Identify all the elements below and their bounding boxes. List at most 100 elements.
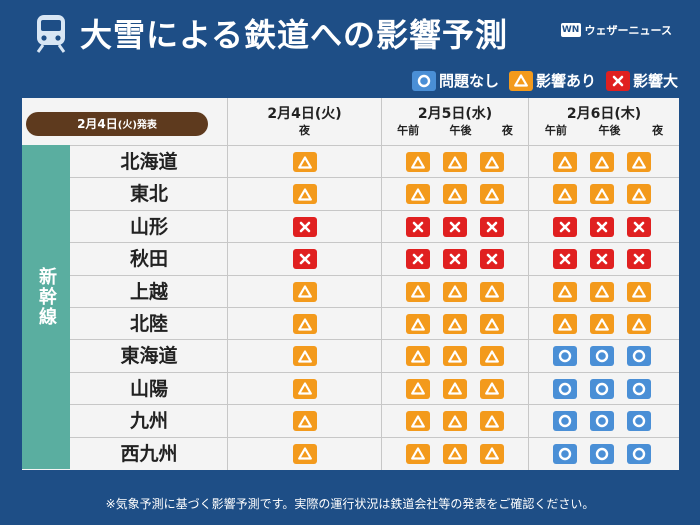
triangle-icon	[406, 314, 430, 334]
triangle-icon	[553, 184, 577, 205]
triangle-icon	[508, 70, 533, 91]
triangle-icon	[627, 314, 651, 334]
forecast-cell	[547, 373, 583, 405]
cross-icon	[293, 249, 317, 270]
cross-icon	[406, 249, 430, 270]
circle-icon	[590, 443, 614, 464]
table-row: 東海道	[70, 339, 679, 371]
forecast-cell	[437, 340, 473, 372]
triangle-icon	[590, 152, 614, 172]
forecast-cell	[621, 146, 657, 178]
triangle-icon	[293, 281, 317, 302]
forecast-cell	[621, 308, 657, 340]
triangle-icon	[293, 152, 317, 172]
circle-icon	[627, 443, 651, 464]
table-row: 上越	[70, 274, 679, 308]
triangle-icon	[443, 346, 467, 367]
circle-icon	[590, 346, 614, 367]
period-label: 午後	[449, 124, 472, 137]
forecast-cell	[400, 211, 436, 243]
cross-icon	[605, 70, 630, 91]
period-label: 午前	[397, 124, 420, 137]
triangle-icon	[553, 152, 577, 172]
line-name: 秋田	[129, 248, 168, 271]
forecast-cell	[287, 211, 323, 243]
forecast-cell	[547, 276, 583, 308]
legend-item-some: 影響あり	[508, 70, 596, 91]
forecast-cell	[547, 243, 583, 275]
forecast-cell	[400, 373, 436, 405]
forecast-cell	[584, 373, 620, 405]
column-header: 2月4日(火) 夜	[228, 100, 381, 142]
cross-icon	[590, 249, 614, 270]
table-row: 東北	[70, 177, 679, 209]
period-label: 午前	[544, 124, 567, 137]
forecast-cell	[547, 308, 583, 340]
forecast-cell	[621, 373, 657, 405]
forecast-cell	[287, 438, 323, 470]
forecast-cell	[474, 373, 510, 405]
forecast-cell	[400, 146, 436, 178]
forecast-cell	[474, 276, 510, 308]
page-title: 大雪による鉄道への影響予測	[80, 16, 509, 54]
forecast-cell	[474, 340, 510, 372]
column-divider	[227, 98, 228, 470]
table-row: 山形	[70, 209, 679, 243]
cross-icon	[480, 249, 504, 270]
forecast-cell	[621, 211, 657, 243]
forecast-cell	[437, 308, 473, 340]
period-label: 夜	[652, 124, 664, 137]
forecast-cell	[287, 340, 323, 372]
side-band	[22, 145, 70, 469]
table-row: 秋田	[70, 242, 679, 274]
forecast-cell	[400, 340, 436, 372]
line-name: 九州	[129, 410, 168, 433]
issue-date-badge: 2月4日(火)発表	[26, 112, 208, 136]
legend-item-big: 影響大	[605, 70, 678, 91]
forecast-cell	[474, 438, 510, 470]
triangle-icon	[406, 346, 430, 367]
forecast-cell	[584, 243, 620, 275]
table-row: 西九州	[70, 436, 679, 470]
forecast-cell	[287, 308, 323, 340]
forecast-cell	[400, 276, 436, 308]
forecast-cell	[584, 146, 620, 178]
circle-icon	[553, 346, 577, 367]
cross-icon	[627, 216, 651, 237]
line-name: 西九州	[120, 442, 178, 465]
triangle-icon	[480, 346, 504, 367]
forecast-cell	[547, 211, 583, 243]
forecast-cell	[287, 405, 323, 437]
triangle-icon	[590, 314, 614, 334]
forecast-cell	[437, 146, 473, 178]
cross-icon	[590, 216, 614, 237]
triangle-icon	[480, 314, 504, 334]
triangle-icon	[293, 184, 317, 205]
forecast-cell	[547, 146, 583, 178]
triangle-icon	[590, 281, 614, 302]
brand: WN ウェザーニュース	[560, 22, 672, 38]
column-date: 2月4日(火)	[267, 106, 342, 122]
line-name: 北陸	[129, 313, 168, 335]
forecast-cell	[621, 276, 657, 308]
triangle-icon	[480, 152, 504, 172]
forecast-cell	[437, 211, 473, 243]
forecast-cell	[621, 243, 657, 275]
forecast-cell	[547, 438, 583, 470]
circle-icon	[553, 378, 577, 399]
triangle-icon	[406, 378, 430, 399]
column-date: 2月5日(水)	[417, 106, 493, 122]
shinkansen-label: 新幹線	[36, 267, 57, 327]
legend-item-none: 問題なし	[411, 70, 499, 91]
circle-icon	[627, 411, 651, 432]
table-row: 北陸	[70, 307, 679, 339]
line-name: 東海道	[120, 345, 178, 368]
column-date: 2月6日(木)	[566, 106, 642, 122]
circle-icon	[590, 411, 614, 432]
forecast-cell	[437, 178, 473, 210]
triangle-icon	[443, 184, 467, 205]
forecast-cell	[584, 211, 620, 243]
forecast-cell	[287, 276, 323, 308]
triangle-icon	[406, 443, 430, 464]
forecast-cell	[400, 243, 436, 275]
